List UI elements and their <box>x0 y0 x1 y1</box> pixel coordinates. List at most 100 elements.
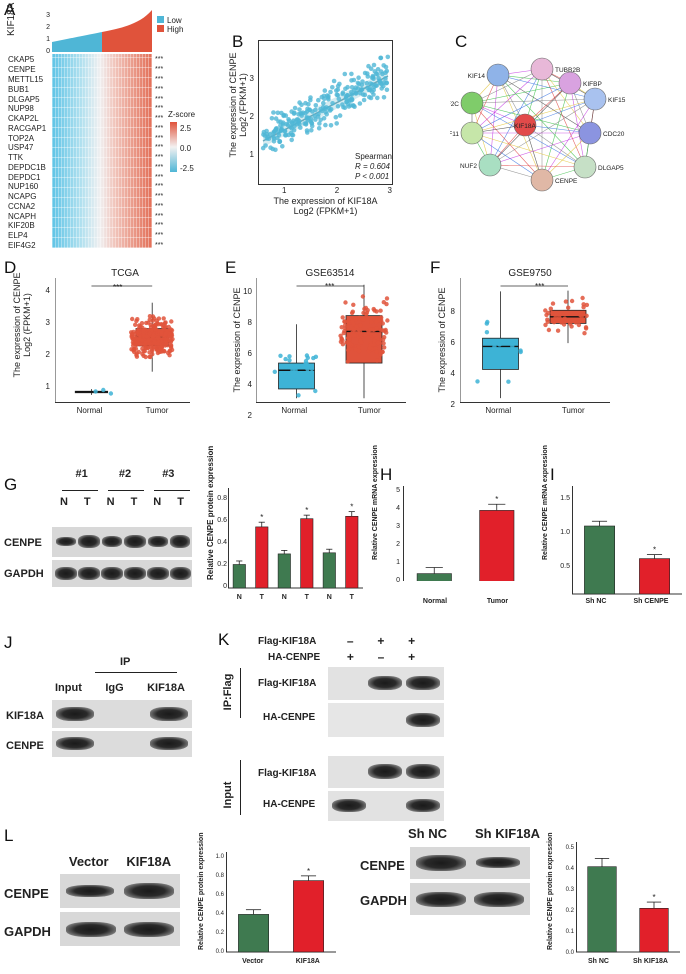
scatter-point <box>261 132 266 137</box>
scatter-point <box>356 75 361 80</box>
scatter-point <box>384 87 390 93</box>
box-point <box>371 306 376 312</box>
network-node <box>478 153 502 177</box>
box-point <box>350 319 355 324</box>
panel-f-sig: *** <box>535 282 545 291</box>
scatter-point <box>283 113 289 118</box>
panel-b-stats: Spearman R = 0.604 P < 0.001 <box>355 152 392 181</box>
panel-g-barchart: N * T N * T N * T <box>228 488 363 600</box>
panel-d-title: TCGA <box>111 268 139 279</box>
scatter-point <box>381 63 386 68</box>
box-point <box>584 302 590 308</box>
panel-d-boxplot <box>55 278 190 403</box>
box-point <box>553 315 558 320</box>
scatter-points <box>260 54 391 153</box>
box-point <box>159 345 165 350</box>
box-point <box>518 348 523 353</box>
scatter-point <box>306 102 311 107</box>
network-node <box>486 63 510 87</box>
scatter-point <box>365 71 370 76</box>
scatter-point <box>308 97 313 103</box>
panel-label-g: G <box>4 475 18 494</box>
network-edge <box>471 68 543 134</box>
network-edge <box>497 74 591 134</box>
panel-k-row4: HA-CENPE <box>263 799 316 810</box>
scatter-point <box>273 127 279 132</box>
scatter-point <box>340 102 345 107</box>
box-point <box>361 317 366 322</box>
panel-l-right-ylabel: Relative CENPE protein expression <box>547 832 554 950</box>
scatter-point <box>299 102 304 108</box>
scatter-point <box>328 107 334 112</box>
panel-f-boxplot <box>460 278 610 403</box>
box-point <box>551 320 557 325</box>
box-point <box>347 341 353 346</box>
box-point <box>295 372 301 377</box>
scatter-point <box>334 121 339 126</box>
box-point <box>357 315 362 321</box>
network-node-label: CDC20 <box>603 131 625 138</box>
scatter-point <box>279 127 284 132</box>
panel-k-row3: Flag-KIF18A <box>258 768 317 779</box>
box-point <box>342 319 347 324</box>
scatter-point <box>280 144 285 149</box>
sig-star: * <box>495 495 498 504</box>
scatter-point <box>328 89 333 95</box>
panel-g-row-cenpe: CENPE <box>4 537 42 549</box>
bar <box>345 515 359 589</box>
scatter-point <box>273 147 278 153</box>
panel-l-right-cols: Sh NC Sh KIF18A <box>408 826 540 841</box>
panel-e-sig: *** <box>325 282 335 291</box>
network-node <box>530 57 554 81</box>
panel-l-right-yticks: 0.5 0.4 0.3 0.2 0.1 0.0 <box>565 845 574 956</box>
panel-l-left-cols: Vector KIF18A <box>68 854 172 869</box>
bar <box>584 525 615 595</box>
scatter-point <box>307 107 312 112</box>
panel-label-l: L <box>4 826 14 845</box>
scatter-point <box>318 117 323 123</box>
scatter-point <box>271 130 276 135</box>
network-node-label: TUBB2B <box>555 67 580 74</box>
box-point <box>361 310 366 316</box>
scatter-point <box>377 80 383 86</box>
box-point <box>130 316 135 322</box>
scatter-point <box>371 62 377 68</box>
box-point <box>166 324 171 330</box>
sig-star: * <box>350 503 353 512</box>
box-point <box>141 342 146 348</box>
box-point <box>153 327 158 332</box>
box-point <box>153 322 158 327</box>
network-node-label: KIF14 <box>468 73 486 80</box>
box-point <box>578 312 583 318</box>
box-point <box>161 316 166 321</box>
box-point <box>485 319 490 325</box>
scatter-point <box>361 97 367 103</box>
scatter-point <box>368 81 373 86</box>
box-point <box>363 332 368 338</box>
panel-g-replicates: #1 #2 #3 <box>75 468 175 480</box>
scatter-point <box>335 83 341 89</box>
network-node-label: KIF18A <box>514 123 536 130</box>
box-point <box>369 333 374 338</box>
panel-j-blot-kif18a <box>52 700 192 728</box>
bar <box>300 518 314 589</box>
box-point <box>296 393 301 398</box>
scatter-point <box>321 100 326 106</box>
box-point <box>351 327 357 332</box>
panel-k-cond1-signs: – + + <box>346 634 416 648</box>
box-point <box>543 322 548 328</box>
box-point <box>374 358 380 363</box>
network-edge <box>489 132 591 166</box>
box-point <box>303 358 309 364</box>
panel-k-cond2-signs: + – + <box>346 650 416 664</box>
box-point <box>369 319 374 325</box>
panel-g-blot-gapdh <box>52 560 192 587</box>
network-edge <box>489 74 499 166</box>
box-point <box>378 308 383 313</box>
scatter-point <box>288 124 293 130</box>
box-point <box>137 342 143 347</box>
scatter-point <box>291 111 297 116</box>
network-edge <box>489 164 586 168</box>
